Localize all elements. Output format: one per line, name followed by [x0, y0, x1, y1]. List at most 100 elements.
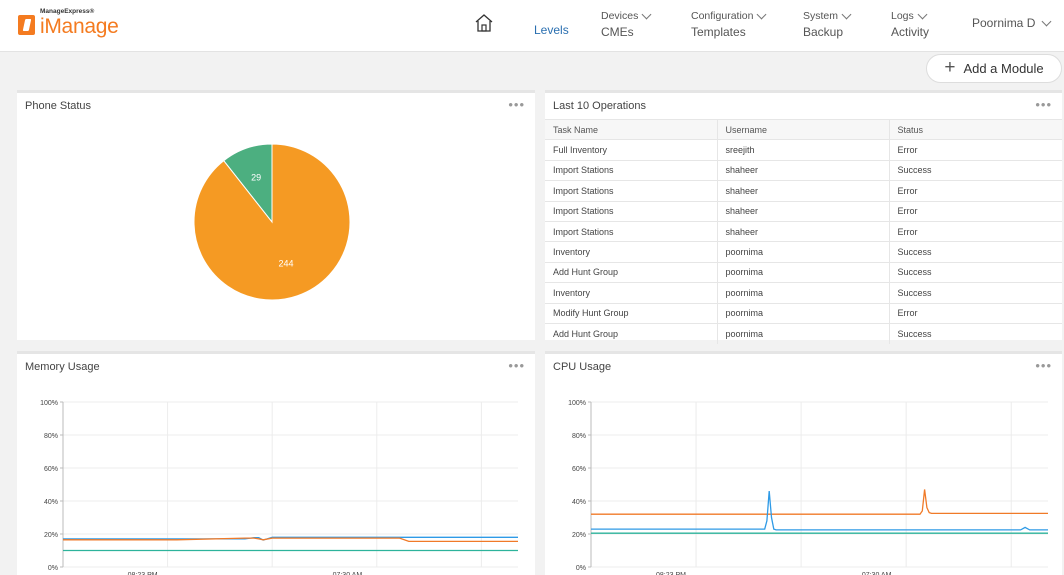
y-tick-label: 80% — [572, 433, 586, 440]
nav-devices-sub: CMEs — [601, 25, 634, 39]
last-operations-panel: Last 10 Operations ••• Task Name Usernam… — [545, 90, 1062, 344]
nav-configuration[interactable]: Configuration Templates — [691, 9, 767, 39]
table-row[interactable]: Add Hunt Group poornima Success — [545, 261, 1062, 283]
table-row[interactable]: Import Stations shaheer Success — [545, 159, 1062, 181]
nav-logs[interactable]: Logs Activity — [891, 9, 930, 39]
cell-username: poornima — [717, 261, 890, 283]
y-tick-label: 0% — [576, 565, 586, 572]
cell-status: Error — [889, 139, 1062, 161]
logo-title: iManage — [40, 15, 119, 38]
chevron-down-icon — [1041, 16, 1052, 26]
series-line[interactable] — [591, 491, 1048, 531]
phone-status-panel: Phone Status ••• 29 244 — [17, 90, 535, 340]
chevron-down-icon — [841, 9, 852, 19]
cell-task-name: Import Stations — [545, 200, 718, 222]
cell-status: Success — [889, 322, 1062, 344]
logo-subtitle: ManageExpress® — [40, 8, 95, 15]
cell-username: poornima — [717, 322, 890, 344]
nav-configuration-sub: Templates — [691, 25, 746, 39]
series-line[interactable] — [63, 536, 518, 541]
cell-username: shaheer — [717, 180, 890, 202]
imanage-logo[interactable]: ManageExpress® iManage — [18, 7, 128, 39]
panel-title: Memory Usage — [25, 361, 100, 373]
chevron-down-icon — [757, 9, 767, 19]
home-icon[interactable] — [473, 12, 495, 34]
cell-task-name: Modify Hunt Group — [545, 302, 718, 324]
column-header-status[interactable]: Status — [889, 118, 1062, 140]
logo-mark-icon — [18, 15, 35, 35]
cell-status: Error — [889, 302, 1062, 324]
column-header-task-name[interactable]: Task Name — [545, 118, 718, 140]
pie-slice-label: 244 — [279, 259, 294, 269]
cell-task-name: Inventory — [545, 282, 718, 304]
table-row[interactable]: Full Inventory sreejith Error — [545, 139, 1062, 161]
y-tick-label: 40% — [44, 499, 58, 506]
user-menu[interactable]: Poornima D — [972, 16, 1052, 30]
cell-task-name: Add Hunt Group — [545, 261, 718, 283]
y-tick-label: 80% — [44, 433, 58, 440]
memory-usage-panel: Memory Usage ••• 100% 80% 60% 40% 20% 0% 08:23… — [17, 351, 535, 575]
cell-status: Success — [889, 261, 1062, 283]
memory-usage-line-chart: 100% 80% 60% 40% 20% 0% 08:23 PM 07:30 AM — [40, 400, 518, 575]
nav-system-sub: Backup — [803, 25, 844, 39]
table-row[interactable]: Add Hunt Group poornima Success — [545, 322, 1062, 344]
nav-configuration-label: Configuration — [691, 10, 754, 22]
table-row[interactable]: Import Stations shaheer Error — [545, 180, 1062, 202]
operations-table: Task Name Username Status Full Inventory… — [545, 118, 1062, 344]
cell-username: shaheer — [717, 159, 890, 181]
cell-status: Success — [889, 241, 1062, 263]
series-line[interactable] — [591, 489, 1048, 515]
add-module-button[interactable]: + Add a Module — [926, 54, 1062, 83]
y-tick-label: 100% — [568, 400, 586, 407]
more-options-icon[interactable]: ••• — [508, 358, 525, 373]
table-header-row: Task Name Username Status — [545, 118, 1062, 140]
add-module-label: Add a Module — [963, 61, 1044, 76]
panel-title: Phone Status — [25, 100, 92, 112]
user-name: Poornima D — [972, 16, 1036, 30]
top-navigation-bar: ManageExpress® iManage Levels Devices CM… — [0, 0, 1064, 52]
cell-status: Success — [889, 159, 1062, 181]
cell-task-name: Add Hunt Group — [545, 322, 718, 344]
nav-logs-label: Logs — [891, 10, 914, 22]
y-tick-label: 60% — [44, 466, 58, 473]
x-tick-label: 08:23 PM — [656, 572, 686, 575]
plus-icon: + — [944, 57, 956, 78]
cell-task-name: Import Stations — [545, 159, 718, 181]
table-row[interactable]: Modify Hunt Group poornima Error — [545, 302, 1062, 324]
cell-username: poornima — [717, 282, 890, 304]
nav-devices-label: Devices — [601, 10, 639, 22]
y-tick-label: 20% — [44, 532, 58, 539]
nav-logs-sub: Activity — [891, 25, 930, 39]
nav-devices[interactable]: Devices CMEs — [601, 9, 652, 39]
table-row[interactable]: Import Stations shaheer Error — [545, 200, 1062, 222]
pie-slice-label: 29 — [251, 172, 261, 182]
cell-username: shaheer — [717, 220, 890, 242]
phone-status-pie-chart: 29 244 — [193, 143, 351, 301]
pie-slice[interactable] — [193, 143, 351, 301]
cpu-usage-panel: CPU Usage ••• 100% 80% 60% 40% 20% 0% 08:23 PM… — [545, 351, 1062, 575]
more-options-icon[interactable]: ••• — [508, 97, 525, 112]
cell-username: poornima — [717, 241, 890, 263]
y-tick-label: 100% — [40, 400, 58, 407]
cell-status: Error — [889, 220, 1062, 242]
nav-levels[interactable]: Levels — [534, 23, 569, 37]
table-row[interactable]: Inventory poornima Success — [545, 282, 1062, 304]
panel-title: Last 10 Operations — [553, 100, 646, 112]
nav-system[interactable]: System Backup — [803, 9, 852, 39]
more-options-icon[interactable]: ••• — [1035, 358, 1052, 373]
series-line[interactable] — [63, 537, 518, 543]
table-row[interactable]: Import Stations shaheer Error — [545, 220, 1062, 242]
table-row[interactable]: Inventory poornima Success — [545, 241, 1062, 263]
more-options-icon[interactable]: ••• — [1035, 97, 1052, 112]
y-tick-label: 40% — [572, 499, 586, 506]
cell-status: Error — [889, 180, 1062, 202]
column-header-username[interactable]: Username — [717, 118, 890, 140]
y-tick-label: 60% — [572, 466, 586, 473]
chevron-down-icon — [917, 9, 928, 19]
cell-username: poornima — [717, 302, 890, 324]
x-tick-label: 08:23 PM — [128, 572, 158, 575]
cpu-usage-line-chart: 100% 80% 60% 40% 20% 0% 08:23 PM 07:30 AM — [568, 400, 1048, 575]
cell-username: shaheer — [717, 200, 890, 222]
nav-system-label: System — [803, 10, 839, 22]
cell-status: Success — [889, 282, 1062, 304]
